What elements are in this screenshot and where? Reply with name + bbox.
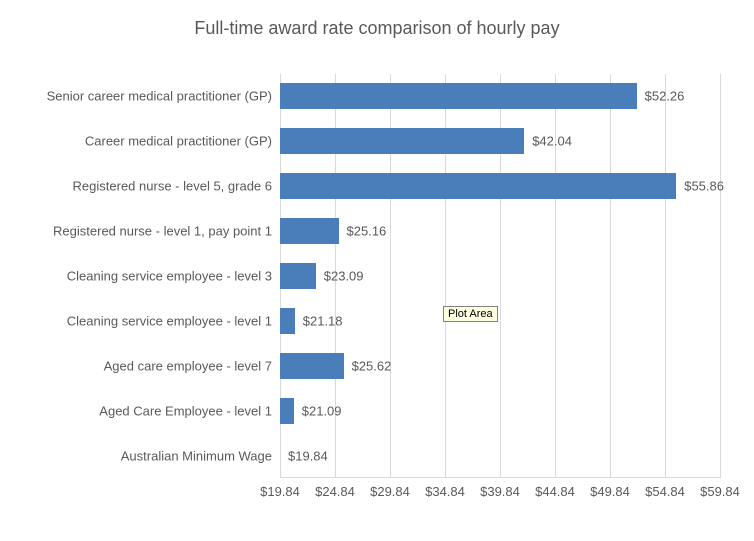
bar-value-label: $21.18 bbox=[303, 313, 343, 328]
bar-row: Senior career medical practitioner (GP)$… bbox=[280, 74, 720, 119]
plot-area-tooltip: Plot Area bbox=[443, 306, 498, 322]
category-label: Cleaning service employee - level 1 bbox=[67, 313, 280, 328]
chart-title: Full-time award rate comparison of hourl… bbox=[0, 18, 754, 39]
bar-value-label: $19.84 bbox=[288, 448, 328, 463]
bar-row: Registered nurse - level 5, grade 6$55.8… bbox=[280, 164, 720, 209]
category-label: Registered nurse - level 5, grade 6 bbox=[73, 179, 280, 194]
x-tick-label: $39.84 bbox=[480, 484, 520, 499]
category-label: Aged care employee - level 7 bbox=[104, 358, 280, 373]
bar bbox=[280, 128, 524, 154]
x-tick-label: $54.84 bbox=[645, 484, 685, 499]
bar-row: Aged care employee - level 7$25.62 bbox=[280, 343, 720, 388]
x-tick-label: $44.84 bbox=[535, 484, 575, 499]
bar-row: Registered nurse - level 1, pay point 1$… bbox=[280, 209, 720, 254]
bar bbox=[280, 398, 294, 424]
bar-row: Cleaning service employee - level 1$21.1… bbox=[280, 298, 720, 343]
gridline bbox=[720, 74, 721, 478]
x-tick-label: $19.84 bbox=[260, 484, 300, 499]
bar bbox=[280, 263, 316, 289]
category-label: Cleaning service employee - level 3 bbox=[67, 268, 280, 283]
bar-value-label: $21.09 bbox=[302, 403, 342, 418]
bar-value-label: $25.62 bbox=[352, 358, 392, 373]
x-tick-label: $24.84 bbox=[315, 484, 355, 499]
bar-row: Aged Care Employee - level 1$21.09 bbox=[280, 388, 720, 433]
bar-value-label: $42.04 bbox=[532, 134, 572, 149]
pay-rate-chart: Full-time award rate comparison of hourl… bbox=[0, 0, 754, 541]
bar-row: Career medical practitioner (GP)$42.04 bbox=[280, 119, 720, 164]
bar-row: Cleaning service employee - level 3$23.0… bbox=[280, 254, 720, 299]
bar bbox=[280, 83, 637, 109]
plot-area: $19.84$24.84$29.84$34.84$39.84$44.84$49.… bbox=[280, 74, 720, 478]
bar-value-label: $23.09 bbox=[324, 268, 364, 283]
x-tick-label: $29.84 bbox=[370, 484, 410, 499]
category-label: Aged Care Employee - level 1 bbox=[99, 403, 280, 418]
category-label: Career medical practitioner (GP) bbox=[85, 134, 280, 149]
bar-value-label: $55.86 bbox=[684, 179, 724, 194]
bar-value-label: $25.16 bbox=[347, 224, 387, 239]
x-tick-label: $59.84 bbox=[700, 484, 740, 499]
x-tick-label: $34.84 bbox=[425, 484, 465, 499]
category-label: Registered nurse - level 1, pay point 1 bbox=[53, 224, 280, 239]
category-label: Australian Minimum Wage bbox=[121, 448, 280, 463]
bar bbox=[280, 353, 344, 379]
bar-value-label: $52.26 bbox=[645, 89, 685, 104]
bar bbox=[280, 218, 339, 244]
bar-row: Australian Minimum Wage$19.84 bbox=[280, 433, 720, 478]
bar bbox=[280, 308, 295, 334]
category-label: Senior career medical practitioner (GP) bbox=[47, 89, 280, 104]
bar bbox=[280, 173, 676, 199]
x-tick-label: $49.84 bbox=[590, 484, 630, 499]
